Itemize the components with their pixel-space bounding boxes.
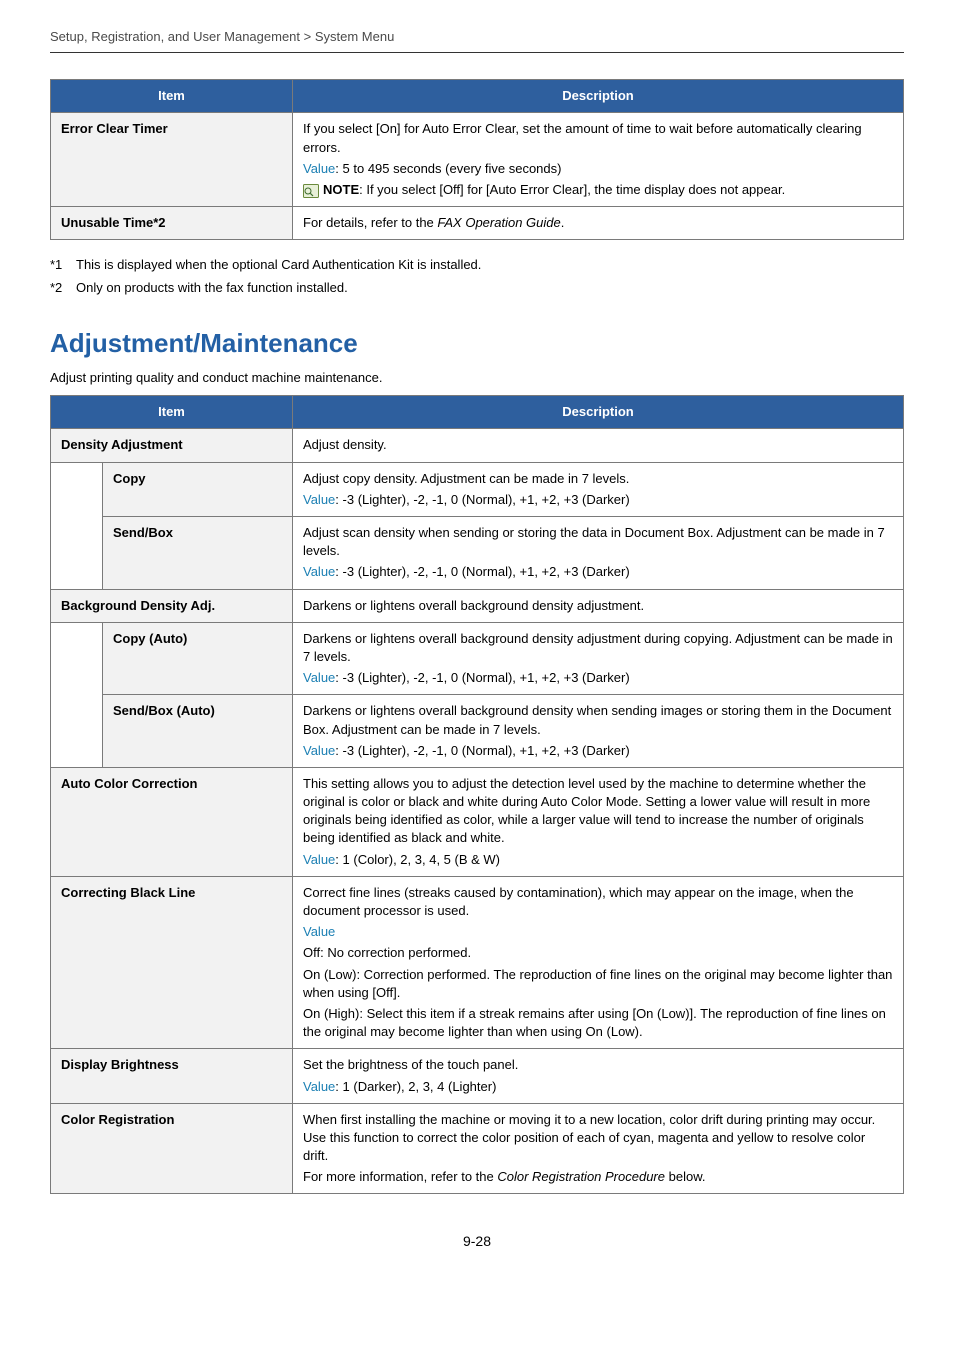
description-cell: Darkens or lightens overall background d… [293,622,904,695]
description-line: Value: -3 (Lighter), -2, -1, 0 (Normal),… [303,491,893,509]
table-row: Copy (Auto) Darkens or lightens overall b… [51,622,904,695]
item-cell: Error Clear Timer [51,113,293,207]
section-intro: Adjust printing quality and conduct mach… [50,369,904,387]
description-line: Value: -3 (Lighter), -2, -1, 0 (Normal),… [303,563,893,581]
breadcrumb: Setup, Registration, and User Management… [50,28,904,53]
table-row: Color RegistrationWhen first installing … [51,1103,904,1194]
description-line: Darkens or lightens overall background d… [303,630,893,666]
item-cell: Unusable Time*2 [51,207,293,240]
sub-item-cell: Send/Box (Auto) [103,695,293,768]
description-cell: Darkens or lightens overall background d… [293,695,904,768]
description-cell: If you select [On] for Auto Error Clear,… [293,113,904,207]
description-cell: Adjust scan density when sending or stor… [293,517,904,590]
adjustment-maintenance-table: Item Description Density Adjustment Adjus… [50,395,904,1194]
table-row: Error Clear Timer If you select [On] for … [51,113,904,207]
description-line: When first installing the machine or mov… [303,1111,893,1166]
description-line: Adjust copy density. Adjustment can be m… [303,470,893,488]
description-line: Adjust density. [303,436,893,454]
footnotes: *1This is displayed when the optional Ca… [50,256,904,296]
footnote: *2Only on products with the fax function… [50,279,904,297]
table-row: Send/Box (Auto) Darkens or lightens overa… [51,695,904,768]
table-row: Display BrightnessSet the brightness of … [51,1049,904,1103]
table-row: Unusable Time*2 For details, refer to the… [51,207,904,240]
description-line: Off: No correction performed. [303,944,893,962]
timer-settings-table: Item Description Error Clear Timer If you… [50,79,904,240]
description-cell: Correct fine lines (streaks caused by co… [293,876,904,1049]
item-cell: Color Registration [51,1103,293,1194]
description-cell: Darkens or lightens overall background d… [293,589,904,622]
table-row: Background Density Adj. Darkens or lighte… [51,589,904,622]
description-line: Set the brightness of the touch panel. [303,1056,893,1074]
description-cell: For details, refer to the FAX Operation … [293,207,904,240]
description-line: This setting allows you to adjust the de… [303,775,893,848]
footnote: *1This is displayed when the optional Ca… [50,256,904,274]
description-line: Darkens or lightens overall background d… [303,702,893,738]
item-cell: Correcting Black Line [51,876,293,1049]
description-cell: Set the brightness of the touch panel. Va… [293,1049,904,1103]
table-row: Copy Adjust copy density. Adjustment can … [51,462,904,516]
description-line: Value: 1 (Color), 2, 3, 4, 5 (B & W) [303,851,893,869]
sub-item-cell: Copy [103,462,293,516]
sub-item-cell: Copy (Auto) [103,622,293,695]
section-title: Adjustment/Maintenance [50,325,904,361]
description-cell: This setting allows you to adjust the de… [293,767,904,876]
description-line: Value [303,923,893,941]
description-line: Value: 1 (Darker), 2, 3, 4 (Lighter) [303,1078,893,1096]
description-line: Value: -3 (Lighter), -2, -1, 0 (Normal),… [303,669,893,687]
description-line: Adjust scan density when sending or stor… [303,524,893,560]
description-line: Value: 5 to 495 seconds (every five seco… [303,160,893,178]
sub-pad-cell [51,622,103,767]
note-icon [303,184,319,198]
description-line: For more information, refer to the Color… [303,1168,893,1186]
item-cell: Display Brightness [51,1049,293,1103]
table1-header-description: Description [293,80,904,113]
table2-header-item: Item [51,396,293,429]
description-cell: When first installing the machine or mov… [293,1103,904,1194]
description-line: Darkens or lightens overall background d… [303,597,893,615]
table-row: Send/Box Adjust scan density when sending… [51,517,904,590]
description-line: If you select [On] for Auto Error Clear,… [303,120,893,156]
description-line: For details, refer to the FAX Operation … [303,214,893,232]
description-line: Correct fine lines (streaks caused by co… [303,884,893,920]
table-row: Density Adjustment Adjust density. [51,429,904,462]
description-cell: Adjust density. [293,429,904,462]
item-cell: Density Adjustment [51,429,293,462]
item-cell: Auto Color Correction [51,767,293,876]
page-number: 9-28 [50,1232,904,1252]
sub-item-cell: Send/Box [103,517,293,590]
description-cell: Adjust copy density. Adjustment can be m… [293,462,904,516]
item-cell: Background Density Adj. [51,589,293,622]
description-line: NOTE: If you select [Off] for [Auto Erro… [303,181,893,199]
sub-pad-cell [51,462,103,589]
description-line: Value: -3 (Lighter), -2, -1, 0 (Normal),… [303,742,893,760]
table-row: Auto Color CorrectionThis setting allows… [51,767,904,876]
description-line: On (Low): Correction performed. The repr… [303,966,893,1002]
description-line: On (High): Select this item if a streak … [303,1005,893,1041]
table2-header-description: Description [293,396,904,429]
table-row: Correcting Black Line Correct fine lines … [51,876,904,1049]
table1-header-item: Item [51,80,293,113]
